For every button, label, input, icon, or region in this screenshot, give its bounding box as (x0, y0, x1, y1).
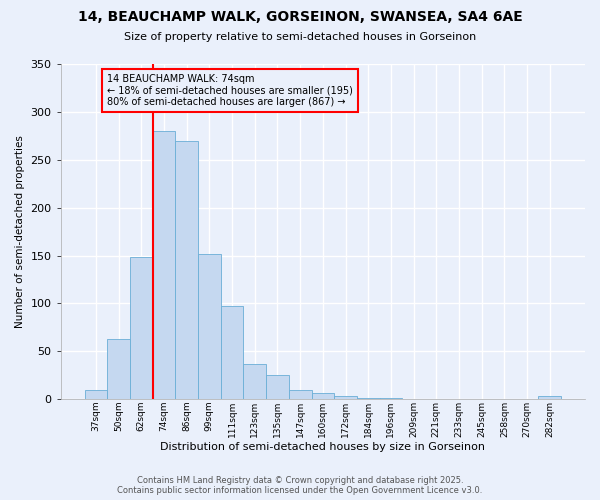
Text: Size of property relative to semi-detached houses in Gorseinon: Size of property relative to semi-detach… (124, 32, 476, 42)
Bar (266, 375, 289, 399)
Bar (175, 140, 198, 399)
X-axis label: Distribution of semi-detached houses by size in Gorseinon: Distribution of semi-detached houses by … (160, 442, 485, 452)
Bar (244, 364, 266, 399)
Bar (334, 396, 357, 399)
Text: Contains HM Land Registry data © Crown copyright and database right 2025.
Contai: Contains HM Land Registry data © Crown c… (118, 476, 482, 495)
Text: 14 BEAUCHAMP WALK: 74sqm
← 18% of semi-detached houses are smaller (195)
80% of : 14 BEAUCHAMP WALK: 74sqm ← 18% of semi-d… (107, 74, 353, 107)
Bar (357, 398, 380, 399)
Y-axis label: Number of semi-detached properties: Number of semi-detached properties (15, 135, 25, 328)
Text: 14, BEAUCHAMP WALK, GORSEINON, SWANSEA, SA4 6AE: 14, BEAUCHAMP WALK, GORSEINON, SWANSEA, … (77, 10, 523, 24)
Bar (107, 339, 130, 399)
Bar (152, 131, 175, 399)
Bar (221, 306, 244, 399)
Bar (198, 254, 221, 399)
Bar (130, 258, 152, 399)
Bar (311, 394, 334, 399)
Bar (289, 390, 311, 399)
Bar (538, 396, 561, 399)
Bar (85, 390, 107, 399)
Bar (380, 398, 402, 399)
